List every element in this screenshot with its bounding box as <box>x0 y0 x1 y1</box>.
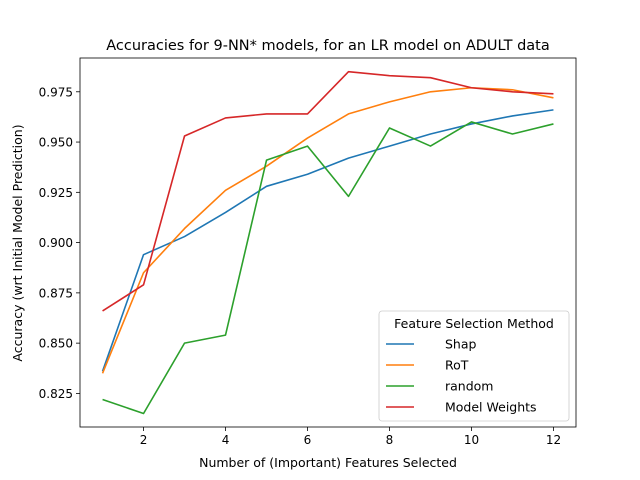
legend-box <box>378 310 570 422</box>
x-tick-label: 4 <box>222 433 230 447</box>
x-tick-label: 8 <box>386 433 394 447</box>
x-axis: 2 4 6 8 10 12 <box>140 427 561 447</box>
series-line-shap <box>101 109 554 372</box>
y-tick-label: 0.900 <box>39 236 73 250</box>
y-axis: 0.825 0.850 0.875 0.900 0.925 0.950 0.975 <box>39 85 80 401</box>
legend-item-rot: RoT <box>386 358 469 373</box>
chart-title: Accuracies for 9-NN* models, for an LR m… <box>106 38 550 54</box>
x-tick-label: 2 <box>140 433 148 447</box>
series-layer <box>101 70 554 415</box>
legend-title: Feature Selection Method <box>394 316 554 331</box>
legend-label: random <box>445 379 493 394</box>
x-tick-label: 12 <box>546 433 561 447</box>
legend-entries: Shap RoT random Model Weights <box>386 337 537 415</box>
legend-item-random: random <box>386 379 493 394</box>
legend-label: Model Weights <box>445 400 537 415</box>
legend-label: RoT <box>445 358 469 373</box>
y-axis-label: Accuracy (wrt Initial Model Prediction) <box>10 124 25 361</box>
y-tick-label: 0.850 <box>39 337 73 351</box>
legend-label: Shap <box>445 337 477 352</box>
y-tick-label: 0.825 <box>39 387 73 401</box>
legend-item-model-weights: Model Weights <box>386 400 537 415</box>
x-tick-label: 6 <box>304 433 312 447</box>
y-tick-label: 0.975 <box>39 85 73 99</box>
y-tick-label: 0.875 <box>39 286 73 300</box>
series-line-model-weights <box>102 70 554 312</box>
legend-item-shap: Shap <box>386 337 477 352</box>
series-line-random <box>102 121 554 415</box>
x-axis-label: Number of (Important) Features Selected <box>199 455 457 470</box>
legend: Feature Selection Method Shap RoT random Mo… <box>378 310 570 422</box>
y-tick-label: 0.950 <box>39 136 73 150</box>
y-tick-label: 0.925 <box>39 186 73 200</box>
x-tick-label: 10 <box>464 433 479 447</box>
